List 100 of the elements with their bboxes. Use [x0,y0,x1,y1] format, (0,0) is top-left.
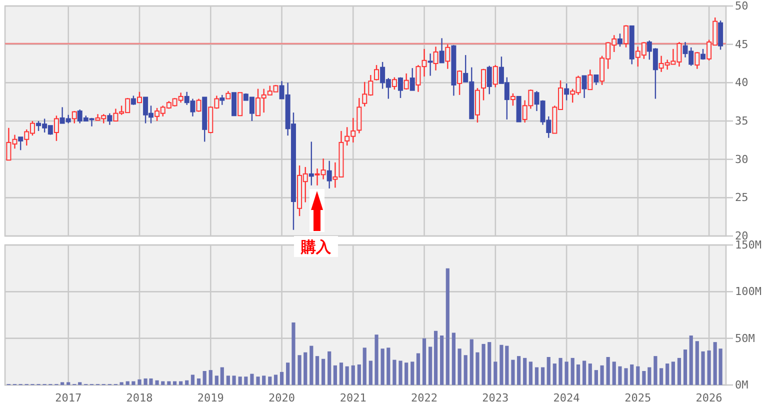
bar [671,362,675,385]
bar [172,381,177,385]
y-tick-label: 30 [735,152,748,166]
bar [244,376,248,385]
bar [339,362,344,385]
bar [304,352,308,385]
bar [654,356,658,385]
bar [470,339,474,385]
annotation: 購入 [300,238,332,256]
bar [214,376,218,385]
bar [132,381,136,385]
bar [60,382,64,385]
x-tick-label: 2019 [197,392,224,404]
bar [179,381,183,385]
bar [196,378,201,385]
bar [707,350,711,385]
bar [161,381,165,385]
bar [648,367,652,385]
bar [464,355,468,385]
bar [683,350,688,385]
bar [398,360,402,385]
y-tick-label: 100M [735,285,762,298]
bar [374,334,378,385]
y-tick-label: 50 [735,0,748,12]
bar [659,368,664,385]
bar [155,380,159,385]
bar [689,336,693,385]
bar [534,367,539,385]
bar [268,376,272,385]
bar [274,374,278,385]
bar [167,381,171,385]
bar [190,374,195,385]
bar [494,362,498,385]
bar [582,360,586,385]
bar [517,356,521,385]
bar [126,381,130,385]
bar [446,268,450,385]
bar [540,367,545,385]
bar [410,362,414,385]
y-tick-label: 40 [735,76,748,90]
y-tick-label: 45 [735,38,748,51]
bar [392,360,396,385]
bar [624,368,628,385]
bar [458,348,462,385]
bar [315,356,320,385]
y-tick-label: 150M [735,238,762,252]
bar [138,379,142,385]
x-tick-label: 2026 [696,392,722,404]
bar [552,364,556,385]
x-tick-label: 2024 [553,392,580,404]
bar [351,365,355,385]
bar [232,376,236,385]
bar [476,352,480,385]
bar [310,346,314,385]
bar [345,366,349,385]
bar [386,348,390,385]
bar [695,341,699,385]
bar [380,348,384,385]
bar [558,358,562,385]
bar [262,376,266,385]
bar [202,371,206,385]
bar [78,382,82,385]
bar [630,364,634,385]
bar [362,348,366,385]
bar [600,365,604,385]
x-tick-label: 2018 [126,392,153,404]
y-tick-label: 50M [735,332,756,345]
bar [220,367,224,385]
bar [434,330,438,385]
bar [328,351,332,385]
y-tick-label: 35 [735,114,748,128]
bar [523,358,527,385]
annotation: 購入 [294,236,338,257]
bar [440,336,444,385]
bar [618,366,622,385]
bar [606,357,610,385]
bar [570,358,574,385]
bar [488,342,492,385]
bar [576,364,580,385]
bar [428,346,432,385]
bar [368,360,372,385]
bar [286,362,290,385]
bar [564,362,568,385]
bar [546,357,550,385]
bar [511,360,515,385]
bar [482,344,486,385]
bar [422,338,426,385]
y-tick-label: 25 [735,191,748,204]
bar [452,332,456,385]
bar [642,371,646,385]
bar [66,382,70,385]
x-tick-label: 2021 [340,392,366,404]
bar [636,366,640,385]
bar [226,376,230,385]
y-tick-label: 0M [735,378,749,392]
x-tick-label: 2022 [411,392,438,404]
bar [528,362,532,385]
bar [416,353,420,385]
bar [666,364,670,385]
bar [322,358,326,385]
